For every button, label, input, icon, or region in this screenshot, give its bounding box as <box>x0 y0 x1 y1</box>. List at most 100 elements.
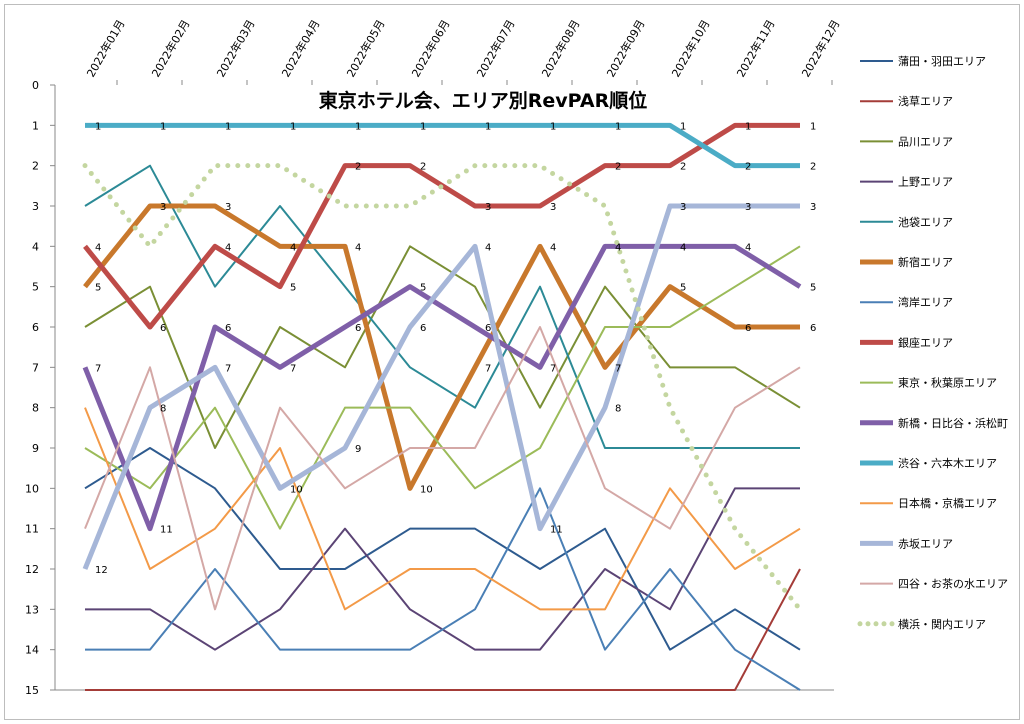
data-label: 6 <box>485 323 491 334</box>
data-label: 1 <box>680 121 686 132</box>
x-tick-label: 2022年10月 <box>668 17 712 79</box>
chart-border <box>4 4 1020 720</box>
data-label: 11 <box>160 525 173 536</box>
y-tick-label: 7 <box>32 361 39 374</box>
data-label: 1 <box>485 121 491 132</box>
data-label: 9 <box>355 444 361 455</box>
data-label: 5 <box>290 283 296 294</box>
series-line-5 <box>83 203 800 491</box>
data-label: 4 <box>290 242 296 253</box>
data-label: 1 <box>745 121 751 132</box>
legend-label-5: 新宿エリア <box>898 255 953 269</box>
data-label: 8 <box>615 404 621 415</box>
data-label: 5 <box>420 283 426 294</box>
data-label: 10 <box>290 484 303 495</box>
data-label: 11 <box>550 525 563 536</box>
data-label: 6 <box>355 323 361 334</box>
series-lines <box>82 122 803 691</box>
y-tick-label: 5 <box>32 281 39 294</box>
series-line-12 <box>82 203 800 570</box>
data-label: 7 <box>290 363 296 374</box>
legend-label-4: 池袋エリア <box>898 215 953 229</box>
data-label: 1 <box>420 121 426 132</box>
series-line-1 <box>85 568 801 691</box>
data-label: 1 <box>290 121 296 132</box>
data-label: 3 <box>680 202 686 213</box>
series-line-4 <box>84 164 800 449</box>
legend-label-1: 浅草エリア <box>898 95 953 108</box>
data-label: 3 <box>485 202 491 213</box>
data-label: 6 <box>745 323 751 334</box>
data-label: 6 <box>420 323 426 334</box>
data-label: 3 <box>160 202 166 213</box>
legend-label-6: 湾岸エリア <box>898 295 953 309</box>
data-label: 4 <box>550 242 556 253</box>
legend-label-10: 渋谷・六本木エリア <box>898 456 997 470</box>
series-line-14 <box>82 163 803 612</box>
series-line-10 <box>85 122 800 169</box>
y-tick-label: 10 <box>25 482 39 495</box>
x-tick-label: 2022年03月 <box>213 17 257 79</box>
data-label: 10 <box>420 484 433 495</box>
data-label: 3 <box>745 202 751 213</box>
data-label: 2 <box>420 162 426 173</box>
x-tick-label: 2022年08月 <box>538 17 582 79</box>
series-line-0 <box>84 447 801 651</box>
data-label: 8 <box>160 404 166 415</box>
data-label: 1 <box>95 121 101 132</box>
data-label: 5 <box>810 283 816 294</box>
data-label: 1 <box>225 121 231 132</box>
x-tick-label: 2022年07月 <box>473 17 517 79</box>
data-label: 1 <box>615 121 621 132</box>
y-tick-label: 1 <box>32 119 39 132</box>
data-label: 12 <box>95 565 108 576</box>
legend-label-11: 日本橋・京橋エリア <box>898 496 997 510</box>
legend: 蒲田・羽田エリア浅草エリア品川エリア上野エリア池袋エリア新宿エリア湾岸エリア銀座… <box>857 54 1008 631</box>
x-tick-label: 2022年06月 <box>408 17 452 79</box>
y-tick-label: 3 <box>32 200 39 213</box>
y-tick-label: 13 <box>25 603 39 616</box>
data-label: 2 <box>615 162 621 173</box>
x-tick-label: 2022年11月 <box>733 17 777 79</box>
data-label: 2 <box>680 162 686 173</box>
series-line-9 <box>82 243 802 532</box>
data-label: 4 <box>355 242 361 253</box>
chart-title: 東京ホテル会、エリア別RevPAR順位 <box>319 89 647 112</box>
data-label: 4 <box>225 242 231 253</box>
y-tick-label: 8 <box>32 402 39 415</box>
data-label: 3 <box>550 202 556 213</box>
data-label: 1 <box>355 121 361 132</box>
y-tick-label: 2 <box>32 160 39 173</box>
y-tick-label: 6 <box>32 321 39 334</box>
legend-label-14: 横浜・関内エリア <box>898 617 986 631</box>
data-label: 1 <box>550 121 556 132</box>
x-tick-label: 2022年05月 <box>343 17 387 79</box>
x-tick-label: 2022年09月 <box>603 17 647 79</box>
data-label: 6 <box>160 323 166 334</box>
series-line-11 <box>84 407 801 611</box>
data-label: 5 <box>95 283 101 294</box>
y-tick-label: 14 <box>25 644 39 657</box>
data-label: 6 <box>810 323 816 334</box>
series-line-7 <box>83 122 800 330</box>
legend-label-9: 新橋・日比谷・浜松町 <box>898 416 1008 430</box>
x-tick-label: 2022年12月 <box>798 17 842 79</box>
x-tick-label: 2022年02月 <box>148 17 192 79</box>
data-label: 4 <box>95 242 101 253</box>
data-label: 7 <box>550 363 556 374</box>
data-label: 6 <box>225 323 231 334</box>
data-label: 2 <box>745 162 751 173</box>
legend-label-7: 銀座エリア <box>898 335 953 349</box>
y-tick-label: 15 <box>25 684 39 697</box>
data-label: 4 <box>615 242 621 253</box>
data-label: 4 <box>745 242 751 253</box>
x-tick-label: 2022年04月 <box>278 17 322 79</box>
data-label: 7 <box>615 363 621 374</box>
legend-label-2: 品川エリア <box>898 135 953 148</box>
data-label: 2 <box>355 162 361 173</box>
data-label: 7 <box>485 363 491 374</box>
